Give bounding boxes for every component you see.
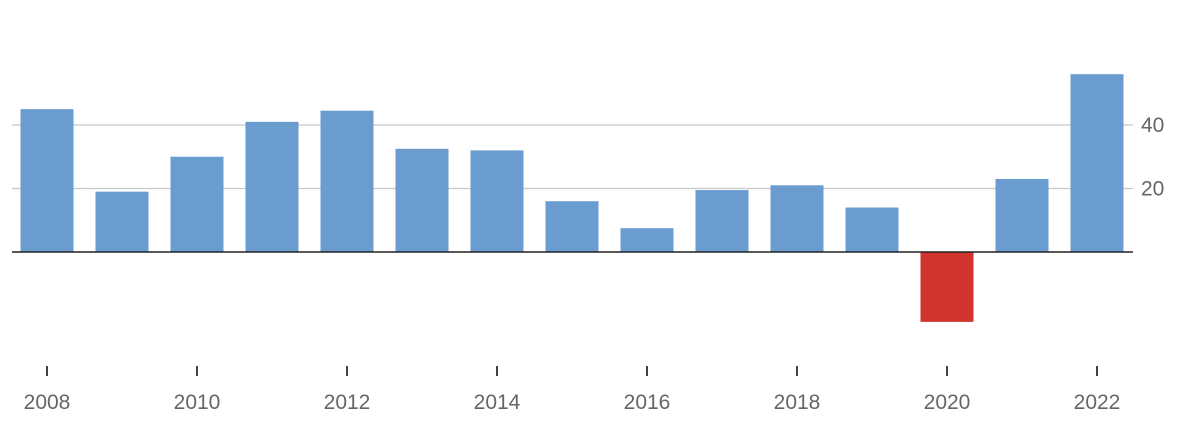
bar-2010: [170, 156, 224, 252]
bar-2018: [770, 185, 824, 252]
bar-2009: [95, 191, 149, 252]
bars: [20, 74, 1124, 322]
bar-2017: [695, 190, 749, 252]
y-tick-label: 20: [1141, 178, 1164, 201]
y-tick-label: 40: [1141, 114, 1164, 137]
x-tick-label: 2010: [174, 391, 221, 414]
bar-2016: [620, 228, 674, 252]
bar-2022: [1070, 74, 1124, 252]
x-axis: 2008 2010 2012 2014 2016 2018 2020 2022: [24, 366, 1121, 414]
bar-2012: [320, 110, 374, 253]
bar-2014: [470, 150, 524, 252]
bar-2008: [20, 109, 74, 252]
x-tick-label: 2022: [1074, 391, 1121, 414]
x-tick-label: 2012: [324, 391, 371, 414]
bar-2019: [845, 207, 899, 252]
bar-2021: [995, 178, 1049, 252]
bar-2015: [545, 201, 599, 252]
x-tick-label: 2020: [924, 391, 971, 414]
x-tick-label: 2008: [24, 391, 71, 414]
bar-2020: [920, 252, 974, 322]
bar-2011: [245, 121, 299, 252]
x-tick-label: 2014: [474, 391, 521, 414]
bar-2013: [395, 148, 449, 252]
x-tick-label: 2016: [624, 391, 671, 414]
x-tick-label: 2018: [774, 391, 821, 414]
